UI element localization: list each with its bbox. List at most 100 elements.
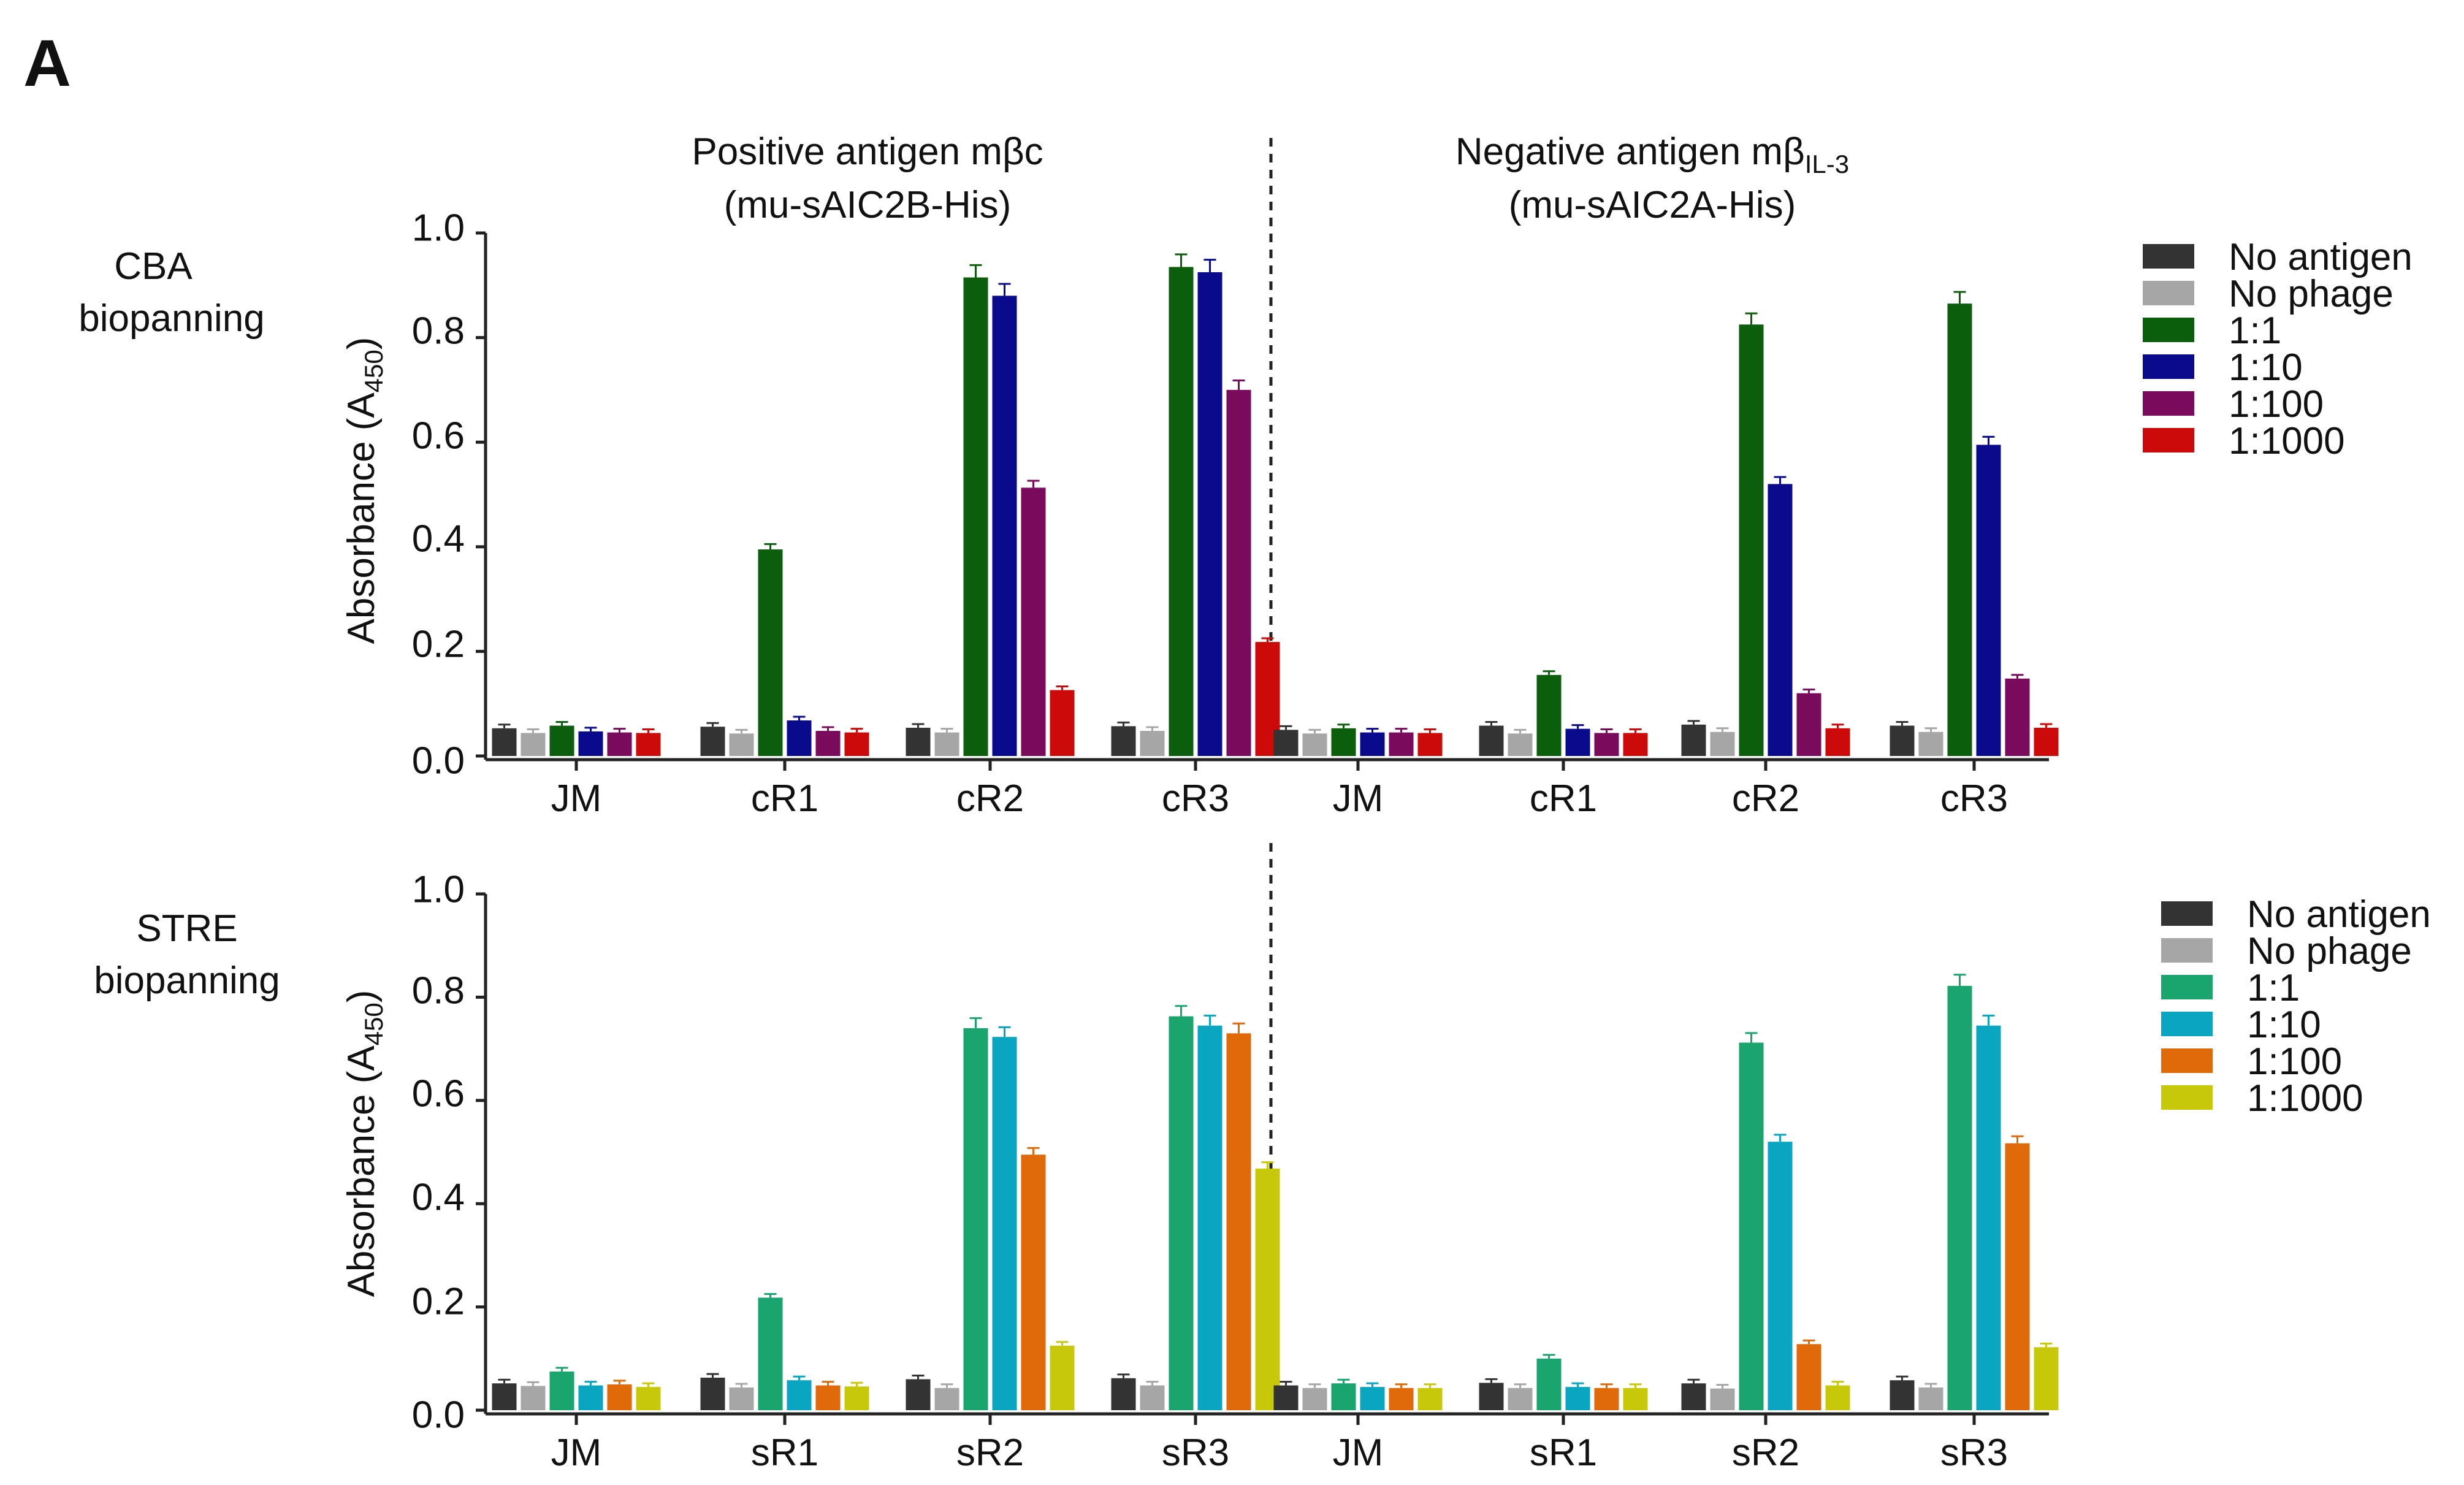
bar-jm-no-antigen: [1273, 1385, 1299, 1410]
bar-cr1-1-1000: [1623, 733, 1648, 756]
y-tick-label: 0.0: [412, 739, 465, 782]
bar-sr2-1-10: [1768, 1142, 1793, 1410]
bar-cr1-no-phage: [1508, 733, 1533, 756]
chart-stre-positive: JM sR1 sR2 sR3: [476, 892, 1280, 1474]
category-label-sr1: sR1: [751, 1432, 818, 1474]
bar-jm-1-10: [578, 731, 603, 756]
cba-ylabel-sub: 450: [359, 349, 388, 392]
bar-sr3-1-100: [1226, 1033, 1251, 1410]
bar-jm-1-1000: [636, 1387, 661, 1410]
stre-ylabel-sub: 450: [359, 1002, 388, 1045]
bar-sr3-1-1: [1169, 1016, 1194, 1410]
category-label-jm: JM: [551, 1432, 602, 1474]
plot-area: JM cR1 cR2 cR3 JM cR1 cR2 cR3 JM sR1 sR2 sR3 JM sR1 sR…: [476, 231, 2059, 1474]
category-label-cr1: cR1: [1530, 777, 1597, 820]
stre-y-ticks: 0.0 0.2 0.4 0.6 0.8 1.0: [412, 868, 465, 1436]
bar-sr3-no-antigen: [1890, 1380, 1915, 1410]
legend-swatch: [2143, 281, 2194, 305]
bar-cr3-1-100: [2005, 678, 2030, 756]
bar-jm-no-phage: [1302, 733, 1327, 756]
bar-sr2-1-1000: [1825, 1385, 1850, 1410]
bar-cr3-1-10: [1197, 272, 1222, 757]
bar-sr3-1-100: [2005, 1143, 2030, 1410]
positive-antigen-subtitle: (mu-sAIC2B-His): [724, 184, 1011, 226]
legend-label: No phage: [2247, 930, 2412, 972]
bar-sr3-no-phage: [1918, 1387, 1943, 1410]
legend-label: 1:1000: [2229, 420, 2345, 462]
cba-row-label-line1: CBA: [114, 245, 193, 288]
y-tick-label: 1.0: [412, 207, 465, 249]
bar-cr1-1-1: [758, 549, 783, 756]
bar-cr2-1-1000: [1050, 690, 1075, 756]
legend-swatch: [2143, 318, 2194, 342]
bar-sr3-no-phage: [1140, 1385, 1165, 1410]
bar-cr1-no-phage: [729, 733, 754, 756]
bar-jm-1-10: [578, 1385, 603, 1410]
bar-sr2-no-phage: [1710, 1388, 1735, 1410]
positive-antigen-title: Positive antigen mβc: [692, 131, 1043, 173]
cba-ylabel-main: Absorbance (A: [340, 392, 383, 644]
y-tick-label: 0.4: [412, 1176, 465, 1218]
bar-jm-1-100: [607, 732, 632, 756]
bar-jm-1-1000: [636, 733, 661, 756]
category-label-sr3: sR3: [1940, 1432, 2008, 1474]
bar-cr1-no-antigen: [700, 727, 725, 756]
bar-jm-1-10: [1360, 732, 1385, 756]
y-tick-label: 0.8: [412, 310, 465, 352]
bar-sr2-no-antigen: [906, 1379, 931, 1410]
legend-swatch: [2143, 354, 2194, 379]
category-label-cr2: cR2: [1732, 777, 1799, 820]
bar-jm-1-1: [549, 725, 574, 756]
legend-swatch: [2161, 938, 2213, 963]
bar-jm-no-phage: [521, 1386, 546, 1410]
bar-cr2-1-10: [992, 296, 1017, 756]
bar-jm-no-phage: [1302, 1388, 1327, 1410]
bar-sr1-1-100: [815, 1385, 841, 1410]
stre-ylabel-main: Absorbance (A: [340, 1045, 383, 1297]
bar-cr3-no-phage: [1140, 731, 1165, 756]
legend-label: 1:100: [2247, 1040, 2342, 1083]
legend-swatch: [2161, 1048, 2213, 1073]
legend-label: 1:10: [2247, 1004, 2321, 1046]
bar-sr1-no-phage: [1508, 1388, 1533, 1410]
panel-letter: A: [23, 26, 71, 100]
bar-sr1-1-1: [758, 1297, 783, 1410]
bar-sr1-1-1: [1536, 1358, 1562, 1410]
legend-swatch: [2161, 1012, 2213, 1036]
bar-sr1-no-antigen: [700, 1377, 725, 1410]
bar-sr2-1-10: [992, 1037, 1017, 1410]
cba-y-axis-label: Absorbance (A450): [340, 337, 388, 644]
bar-jm-no-phage: [521, 733, 546, 756]
bar-sr1-1-1000: [844, 1386, 869, 1410]
bar-cr3-no-antigen: [1890, 725, 1915, 756]
stre-row-label-line1: STRE: [136, 907, 237, 950]
bar-sr1-1-10: [787, 1380, 812, 1410]
bar-cr1-1-10: [787, 720, 812, 756]
y-tick-label: 0.0: [412, 1394, 465, 1436]
bar-cr2-no-phage: [934, 732, 959, 756]
bar-sr1-1-10: [1565, 1387, 1590, 1410]
category-label-cr1: cR1: [751, 777, 818, 820]
bar-sr2-1-100: [1021, 1155, 1046, 1410]
chart-stre-negative: JM sR1 sR2 sR3: [1271, 974, 2059, 1474]
bar-cr2-1-100: [1796, 693, 1821, 756]
bar-cr3-1-1: [1947, 303, 1972, 756]
svg-text:Absorbance (A450): Absorbance (A450): [340, 990, 388, 1297]
bar-cr2-1-10: [1768, 484, 1793, 756]
legend-label: 1:100: [2229, 383, 2324, 426]
legend-swatch: [2143, 391, 2194, 416]
category-label-jm: JM: [1333, 1432, 1384, 1474]
legend-label: 1:1: [2247, 967, 2300, 1009]
bar-jm-1-100: [1389, 732, 1414, 756]
bar-sr3-1-1: [1947, 985, 1972, 1410]
y-tick-label: 0.2: [412, 623, 465, 665]
category-label-cr3: cR3: [1162, 777, 1229, 820]
bar-jm-1-100: [1389, 1388, 1414, 1410]
stre-y-axis-label: Absorbance (A450): [340, 990, 388, 1297]
bar-sr2-1-1: [1739, 1042, 1764, 1410]
bar-cr3-1-1000: [2034, 727, 2059, 756]
bar-jm-1-1000: [1417, 733, 1443, 756]
bar-cr2-1-1: [963, 277, 988, 756]
bar-jm-1-10: [1360, 1387, 1385, 1410]
